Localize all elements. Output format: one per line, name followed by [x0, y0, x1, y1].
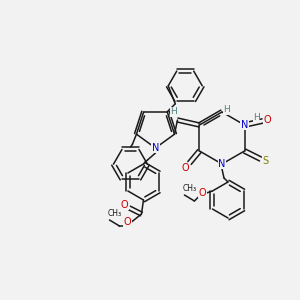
Text: S: S	[262, 156, 268, 166]
Text: CH₃: CH₃	[107, 209, 122, 218]
Text: O: O	[264, 115, 271, 125]
Text: O: O	[121, 200, 128, 210]
Text: CH₃: CH₃	[182, 184, 197, 193]
Text: H: H	[224, 106, 230, 115]
Text: N: N	[241, 120, 248, 130]
Text: N: N	[152, 143, 159, 153]
Text: O: O	[182, 163, 189, 173]
Text: O: O	[199, 188, 206, 198]
Text: H: H	[253, 112, 260, 122]
Text: O: O	[124, 217, 131, 227]
Text: N: N	[218, 159, 226, 169]
Text: H: H	[170, 107, 177, 116]
